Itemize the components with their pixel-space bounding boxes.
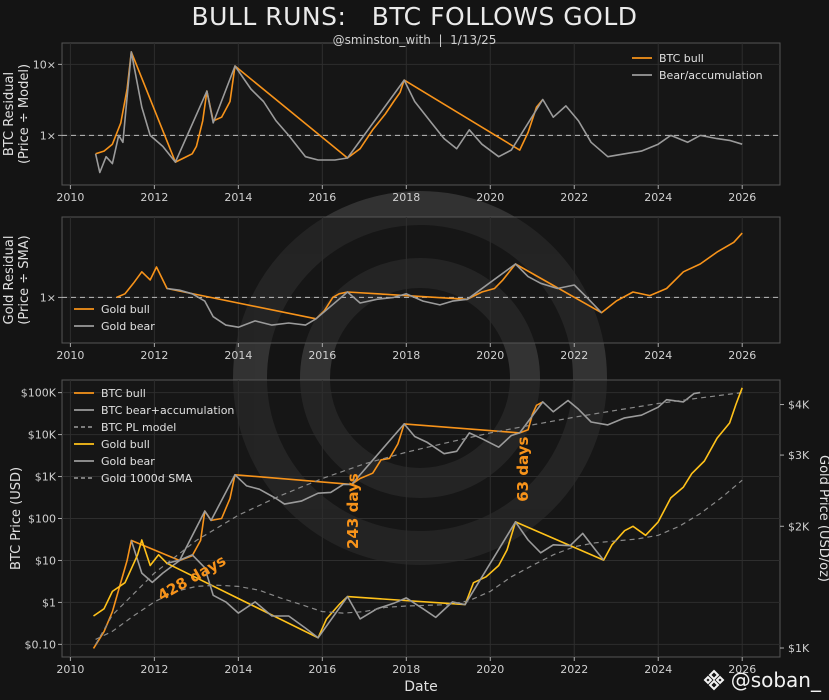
y-axis-label-line: (Price ÷ Model) bbox=[17, 64, 32, 164]
legend-label: Bear/accumulation bbox=[659, 69, 763, 82]
legend-label: Gold 1000d SMA bbox=[101, 472, 193, 485]
y-axis-label: Gold Residual(Price ÷ SMA) bbox=[2, 235, 32, 324]
y-tick-label: 10× bbox=[33, 58, 56, 71]
x-tick-label: 2024 bbox=[644, 663, 672, 676]
legend-label: BTC bull bbox=[659, 52, 704, 65]
x-tick-label: 2026 bbox=[728, 191, 756, 204]
legend-label: BTC PL model bbox=[101, 421, 176, 434]
x-tick-label: 2010 bbox=[56, 191, 84, 204]
y-axis-label-line: (Price ÷ SMA) bbox=[17, 235, 32, 324]
x-tick-label: 2012 bbox=[140, 663, 168, 676]
x-tick-label: 2022 bbox=[560, 191, 588, 204]
y-tick-label: 1× bbox=[40, 291, 56, 304]
x-tick-label: 2014 bbox=[224, 663, 252, 676]
x-tick-label: 2026 bbox=[728, 349, 756, 362]
y-tick-label: $10 bbox=[35, 554, 56, 567]
x-tick-label: 2016 bbox=[308, 349, 336, 362]
x-tick-label: 2022 bbox=[560, 663, 588, 676]
btc-residual-legend: BTC bull Bear/accumulation bbox=[632, 52, 763, 82]
y-tick-label: $10K bbox=[28, 429, 57, 442]
x-tick-label: 2024 bbox=[644, 191, 672, 204]
y-axis-label: BTC Price (USD) bbox=[9, 467, 24, 570]
y-tick-label: $100 bbox=[28, 513, 56, 526]
credit-label: @soban_ bbox=[703, 668, 821, 692]
credit-handle: @soban_ bbox=[730, 668, 821, 692]
x-tick-label: 2016 bbox=[308, 191, 336, 204]
legend-label: BTC bear+accumulation bbox=[101, 404, 234, 417]
x-tick-label: 2020 bbox=[476, 191, 504, 204]
legend-label: Gold bear bbox=[101, 455, 155, 468]
series-line-btc-bear-accumulation bbox=[130, 391, 701, 584]
series-line-btc-pl-model bbox=[95, 392, 743, 645]
gold-residual-legend: Gold bull Gold bear bbox=[74, 303, 155, 333]
x-tick-label: 2020 bbox=[476, 349, 504, 362]
series-line-gold-bull bbox=[93, 387, 743, 639]
series-line-gold-bull bbox=[116, 232, 743, 320]
y-axis-label-line: Gold Residual bbox=[2, 236, 17, 325]
x-tick-label: 2018 bbox=[392, 349, 420, 362]
x-tick-label: 2018 bbox=[392, 663, 420, 676]
y2-axis-label: Gold Price (USD/oz) bbox=[816, 455, 829, 582]
x-tick-label: 2022 bbox=[560, 349, 588, 362]
btc-residual-plot-area bbox=[61, 42, 781, 186]
x-axis-label: Date bbox=[404, 679, 437, 695]
x-tick-label: 2024 bbox=[644, 349, 672, 362]
legend-label: Gold bear bbox=[101, 320, 155, 333]
x-tick-label: 2026 bbox=[728, 663, 756, 676]
x-tick-label: 2020 bbox=[476, 663, 504, 676]
binance-logo-icon bbox=[703, 669, 725, 691]
y-tick-label: $1K bbox=[35, 471, 57, 484]
gold-residual-plot-area bbox=[61, 216, 781, 344]
legend-label: Gold bull bbox=[101, 438, 150, 451]
x-tick-label: 2018 bbox=[392, 191, 420, 204]
gold-residual-panel: 2010 2012 2014 2016 2018 2020 2022 2024 2026 1× Go… bbox=[2, 216, 781, 362]
y2-tick-label: $4K bbox=[788, 399, 810, 412]
btc-residual-panel: 2010 2012 2014 2016 2018 2020 2022 2024 2026 1× 10… bbox=[2, 42, 781, 204]
legend-label: BTC bull bbox=[101, 387, 146, 400]
series-line-gold-1000d-sma bbox=[95, 479, 743, 640]
series-line-gold-bear bbox=[166, 263, 603, 328]
annotation-label: 243 days bbox=[344, 473, 362, 549]
y-axis-label: BTC Residual(Price ÷ Model) bbox=[2, 64, 32, 164]
y2-tick-label: $1K bbox=[788, 642, 810, 655]
btc-vs-gold-price-legend: BTC bull BTC bear+accumulation BTC PL mode… bbox=[74, 387, 234, 485]
x-tick-label: 2010 bbox=[56, 349, 84, 362]
chart-title: BULL RUNS: BTC FOLLOWS GOLD bbox=[191, 2, 638, 31]
x-tick-label: 2014 bbox=[224, 191, 252, 204]
btc-vs-gold-price-panel: 2010 2012 2014 2016 2018 2020 2022 2024 2026 $0.1… bbox=[9, 379, 829, 695]
x-tick-label: 2014 bbox=[224, 349, 252, 362]
y-tick-label: $1 bbox=[42, 596, 56, 609]
y2-tick-label: $2K bbox=[788, 520, 810, 533]
x-tick-label: 2010 bbox=[56, 663, 84, 676]
y-axis-label-line: BTC Price (USD) bbox=[9, 467, 24, 570]
y-tick-label: $100K bbox=[21, 387, 57, 400]
y2-tick-label: $3K bbox=[788, 449, 810, 462]
y-axis-label-line: BTC Residual bbox=[2, 72, 17, 156]
annotation-label: 63 days bbox=[514, 436, 532, 501]
x-tick-label: 2012 bbox=[140, 349, 168, 362]
series-line-bear-accumulation bbox=[94, 51, 743, 174]
y-tick-label: 1× bbox=[40, 129, 56, 142]
y-tick-label: $0.10 bbox=[25, 638, 57, 651]
x-tick-label: 2016 bbox=[308, 663, 336, 676]
chart-subtitle: @sminston_with | 1/13/25 bbox=[332, 33, 497, 47]
x-tick-label: 2012 bbox=[140, 191, 168, 204]
legend-label: Gold bull bbox=[101, 303, 150, 316]
